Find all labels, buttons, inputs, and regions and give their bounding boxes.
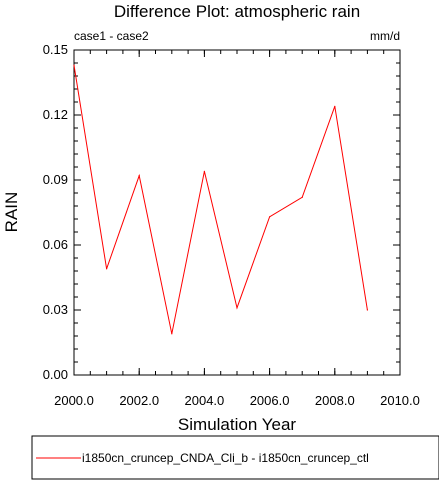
x-tick-label: 2010.0 bbox=[380, 393, 420, 408]
series-point bbox=[269, 216, 271, 218]
plot-frame bbox=[73, 49, 401, 376]
y-tick-label: 0.15 bbox=[43, 42, 68, 57]
x-tick-label: 2008.0 bbox=[315, 393, 355, 408]
series-point bbox=[73, 64, 75, 66]
legend: i1850cn_cruncep_CNDA_Cli_b - i1850cn_cru… bbox=[31, 435, 439, 480]
y-tick-label: 0.09 bbox=[43, 172, 68, 187]
y-tick-label: 0.03 bbox=[43, 302, 68, 317]
y-tick-label: 0.00 bbox=[43, 367, 68, 382]
series-point bbox=[203, 170, 205, 172]
chart-units-label: mm/d bbox=[370, 29, 400, 43]
x-axis-label: Simulation Year bbox=[178, 415, 296, 434]
series-point bbox=[334, 105, 336, 107]
y-axis-label: RAIN bbox=[2, 192, 21, 233]
series-point bbox=[171, 333, 173, 335]
x-tick-label: 2006.0 bbox=[250, 393, 290, 408]
y-axis-ticks bbox=[74, 49, 400, 376]
chart-title: Difference Plot: atmospheric rain bbox=[114, 2, 360, 21]
series-layer bbox=[73, 64, 368, 335]
chart-subtitle-left: case1 - case2 bbox=[74, 29, 149, 43]
y-tick-label: 0.06 bbox=[43, 237, 68, 252]
x-tick-label: 2004.0 bbox=[185, 393, 225, 408]
x-axis-ticks bbox=[73, 50, 401, 375]
series-point bbox=[106, 268, 108, 270]
x-tick-label: 2002.0 bbox=[119, 393, 159, 408]
x-axis-tick-labels: 2000.0 2002.0 2004.0 2006.0 2008.0 2010.0 bbox=[54, 393, 420, 408]
series-point bbox=[236, 307, 238, 309]
x-tick-label: 2000.0 bbox=[54, 393, 94, 408]
y-tick-label: 0.12 bbox=[43, 107, 68, 122]
legend-series-label: i1850cn_cruncep_CNDA_Cli_b - i1850cn_cru… bbox=[82, 451, 369, 465]
series-point bbox=[301, 196, 303, 198]
legend-box bbox=[31, 435, 439, 480]
series-point bbox=[138, 175, 140, 177]
series-point bbox=[366, 309, 368, 311]
y-axis-tick-labels: 0.00 0.03 0.06 0.09 0.12 0.15 bbox=[43, 42, 68, 382]
series-line bbox=[73, 65, 368, 334]
